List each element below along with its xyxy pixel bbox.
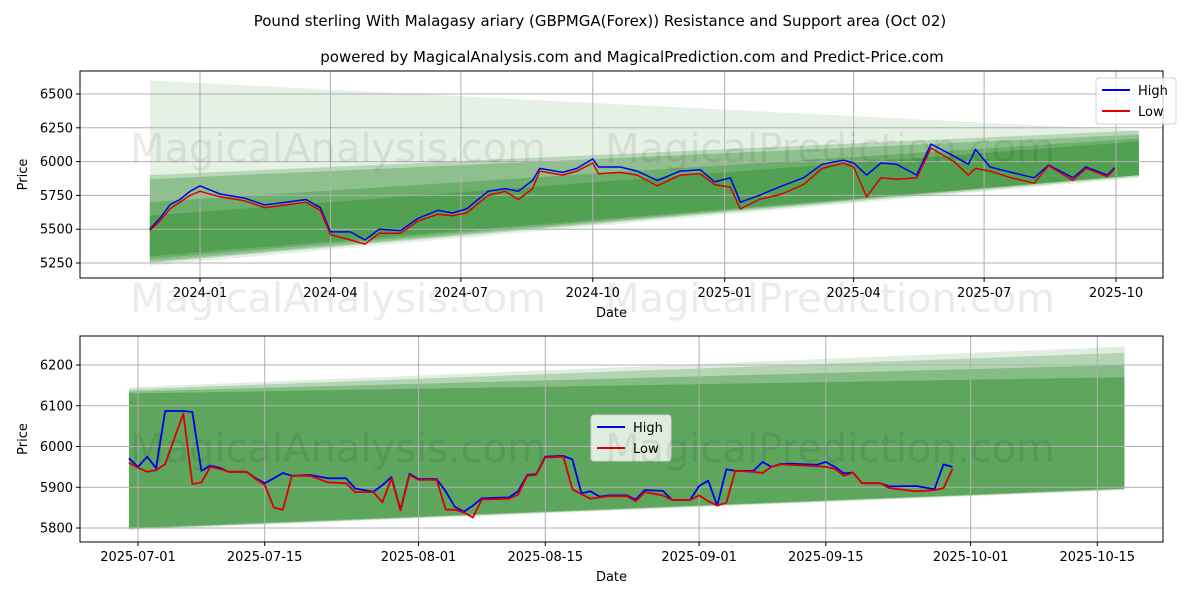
watermark-text: MagicalPrediction.com [605, 276, 1055, 322]
y-tick-label: 5900 [40, 481, 73, 496]
y-tick-label: 6250 [40, 121, 73, 136]
x-tick-label: 2024-10 [566, 286, 620, 301]
legend: High Low [590, 414, 672, 462]
x-tick-label: 2025-10-01 [933, 550, 1009, 565]
x-tick-label: 2025-04 [827, 286, 881, 301]
y-tick-label: 6100 [40, 399, 73, 414]
x-tick-label: 2024-04 [303, 286, 357, 301]
y-tick-label: 6200 [40, 359, 73, 374]
x-tick-label: 2025-08-15 [507, 550, 583, 565]
legend: High Low [1095, 77, 1177, 125]
chart-title: Pound sterling With Malagasy ariary (GBP… [254, 12, 947, 30]
watermark-text: MagicalPrediction.com [605, 426, 1055, 472]
x-tick-label: 2025-09-01 [661, 550, 737, 565]
watermark-text: MagicalAnalysis.com [130, 276, 546, 322]
x-axis-label: Date [596, 306, 627, 321]
chart-subtitle: powered by MagicalAnalysis.com and Magic… [320, 48, 944, 66]
watermark-text: MagicalAnalysis.com [130, 126, 546, 172]
legend-label-low: Low [633, 442, 659, 457]
watermark: MagicalAnalysis.com MagicalPrediction.co… [130, 126, 1055, 472]
legend-label-low: Low [1138, 105, 1164, 120]
y-tick-label: 6000 [40, 155, 73, 170]
y-axis-label: Price [16, 159, 31, 191]
x-tick-label: 2025-01 [697, 286, 751, 301]
x-tick-label: 2025-10-15 [1060, 550, 1136, 565]
support-resistance-band [149, 141, 1139, 257]
y-tick-label: 5800 [40, 522, 73, 537]
y-axis-label: Price [16, 423, 31, 455]
bottom-axes: 5800 5900 6000 6100 6200 2025-07-01 2025-07-15… [16, 335, 1164, 585]
y-tick-label: 5250 [40, 257, 73, 272]
watermark-text: MagicalPrediction.com [605, 126, 1055, 172]
x-axis-label: Date [596, 570, 627, 585]
x-tick-label: 2025-09-15 [788, 550, 864, 565]
x-tick-label: 2024-07 [434, 286, 488, 301]
x-tick-label: 2025-07-15 [227, 550, 303, 565]
y-tick-label: 5500 [40, 223, 73, 238]
top-axes: 5250 5500 5750 6000 6250 6500 2024-01 2024-04 20… [16, 70, 1177, 321]
series-line-low [149, 147, 1116, 245]
legend-label-high: High [633, 421, 663, 436]
axes-frame [79, 70, 1164, 279]
x-tick-label: 2025-10 [1089, 286, 1143, 301]
legend-label-high: High [1138, 84, 1168, 99]
watermark-text: MagicalAnalysis.com [130, 426, 546, 472]
series-line-high [149, 143, 1116, 241]
x-tick-label: 2024-01 [173, 286, 227, 301]
axes-frame [79, 335, 1164, 543]
y-tick-label: 6000 [40, 440, 73, 455]
x-tick-label: 2025-07 [957, 286, 1011, 301]
series-line-low [128, 412, 954, 519]
y-tick-label: 6500 [40, 88, 73, 103]
x-tick-label: 2025-08-01 [381, 550, 457, 565]
x-tick-label: 2025-07-01 [100, 550, 176, 565]
y-tick-label: 5750 [40, 189, 73, 204]
support-resistance-band [149, 80, 1139, 266]
